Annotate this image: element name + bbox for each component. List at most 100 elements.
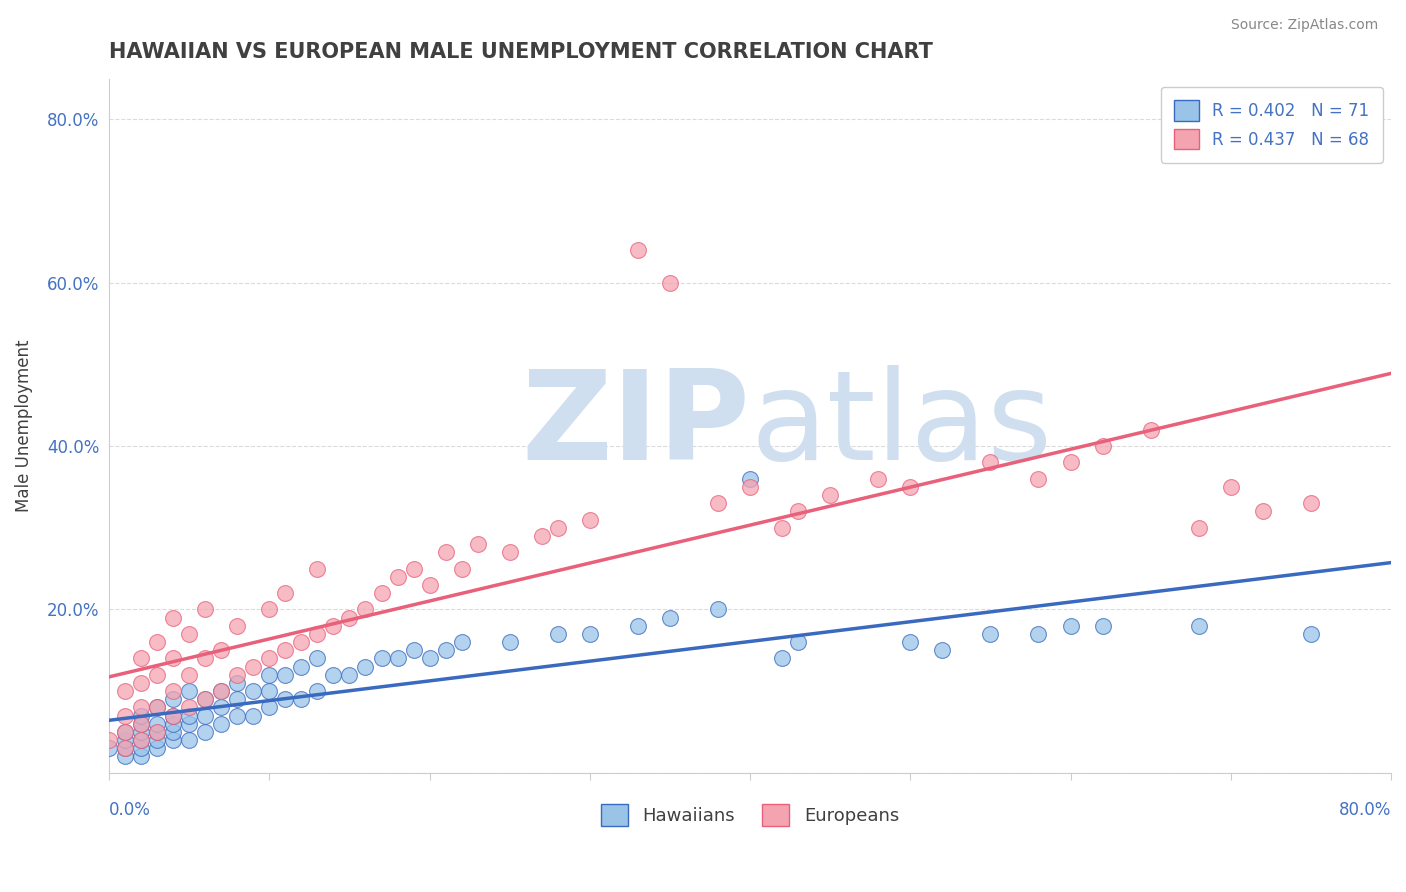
- Point: [162, 610, 184, 624]
- Point: [162, 708, 184, 723]
- Point: [419, 651, 441, 665]
- Point: [339, 667, 361, 681]
- Point: [627, 243, 650, 257]
- Point: [1028, 627, 1050, 641]
- Point: [129, 733, 152, 747]
- Point: [179, 700, 201, 714]
- Point: [307, 627, 329, 641]
- Point: [179, 708, 201, 723]
- Point: [402, 643, 425, 657]
- Point: [242, 708, 264, 723]
- Point: [434, 643, 457, 657]
- Point: [658, 610, 681, 624]
- Point: [179, 627, 201, 641]
- Point: [370, 586, 392, 600]
- Point: [354, 602, 377, 616]
- Point: [114, 684, 136, 698]
- Point: [1091, 439, 1114, 453]
- Point: [274, 586, 297, 600]
- Text: Source: ZipAtlas.com: Source: ZipAtlas.com: [1230, 18, 1378, 32]
- Point: [787, 504, 810, 518]
- Point: [579, 627, 602, 641]
- Point: [129, 725, 152, 739]
- Point: [129, 716, 152, 731]
- Point: [307, 561, 329, 575]
- Point: [530, 529, 553, 543]
- Point: [129, 676, 152, 690]
- Point: [547, 521, 569, 535]
- Point: [129, 708, 152, 723]
- Point: [179, 684, 201, 698]
- Point: [770, 651, 793, 665]
- Y-axis label: Male Unemployment: Male Unemployment: [15, 340, 32, 512]
- Point: [274, 692, 297, 706]
- Point: [322, 619, 344, 633]
- Point: [818, 488, 841, 502]
- Point: [322, 667, 344, 681]
- Point: [209, 684, 232, 698]
- Point: [1188, 521, 1211, 535]
- Point: [898, 635, 921, 649]
- Point: [787, 635, 810, 649]
- Point: [209, 643, 232, 657]
- Point: [194, 602, 217, 616]
- Point: [114, 725, 136, 739]
- Point: [579, 512, 602, 526]
- Point: [1139, 423, 1161, 437]
- Point: [194, 692, 217, 706]
- Point: [1299, 496, 1322, 510]
- Point: [290, 635, 312, 649]
- Point: [242, 684, 264, 698]
- Point: [467, 537, 489, 551]
- Point: [707, 602, 730, 616]
- Point: [979, 455, 1001, 469]
- Point: [162, 651, 184, 665]
- Point: [434, 545, 457, 559]
- Point: [162, 716, 184, 731]
- Point: [1028, 472, 1050, 486]
- Text: 0.0%: 0.0%: [110, 800, 150, 819]
- Point: [114, 708, 136, 723]
- Point: [179, 667, 201, 681]
- Point: [387, 570, 409, 584]
- Point: [259, 667, 281, 681]
- Point: [129, 716, 152, 731]
- Point: [1299, 627, 1322, 641]
- Point: [129, 749, 152, 764]
- Point: [179, 733, 201, 747]
- Point: [209, 716, 232, 731]
- Point: [146, 700, 169, 714]
- Point: [354, 659, 377, 673]
- Point: [499, 635, 522, 649]
- Point: [98, 741, 121, 756]
- Point: [627, 619, 650, 633]
- Point: [868, 472, 890, 486]
- Point: [1188, 619, 1211, 633]
- Point: [307, 651, 329, 665]
- Point: [226, 676, 249, 690]
- Point: [1059, 619, 1081, 633]
- Point: [209, 684, 232, 698]
- Point: [226, 692, 249, 706]
- Point: [307, 684, 329, 698]
- Point: [194, 692, 217, 706]
- Point: [547, 627, 569, 641]
- Point: [259, 684, 281, 698]
- Point: [274, 643, 297, 657]
- Point: [402, 561, 425, 575]
- Point: [194, 708, 217, 723]
- Text: ZIP: ZIP: [522, 365, 749, 486]
- Point: [259, 602, 281, 616]
- Legend: Hawaiians, Europeans: Hawaiians, Europeans: [593, 797, 907, 833]
- Point: [226, 619, 249, 633]
- Point: [1251, 504, 1274, 518]
- Text: 80.0%: 80.0%: [1339, 800, 1391, 819]
- Point: [114, 741, 136, 756]
- Point: [242, 659, 264, 673]
- Point: [770, 521, 793, 535]
- Point: [1219, 480, 1241, 494]
- Point: [738, 480, 761, 494]
- Point: [146, 733, 169, 747]
- Point: [290, 659, 312, 673]
- Point: [146, 725, 169, 739]
